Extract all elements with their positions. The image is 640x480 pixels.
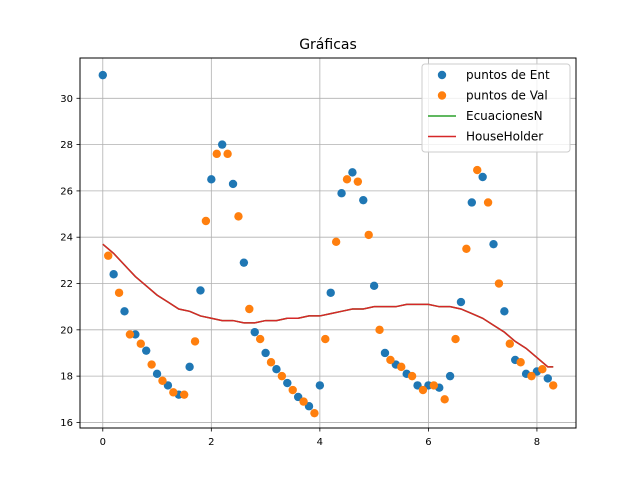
point-puntos-de-ent <box>109 270 118 279</box>
point-puntos-de-ent <box>456 297 466 307</box>
point-puntos-de-ent <box>467 198 477 207</box>
y-tick-label: 28 <box>60 140 73 151</box>
point-puntos-de-val <box>299 397 308 406</box>
point-puntos-de-ent <box>445 371 455 381</box>
chart-title: Gráficas <box>299 37 357 53</box>
point-puntos-de-val <box>310 408 319 418</box>
point-puntos-de-val <box>462 244 471 253</box>
point-puntos-de-val <box>245 304 254 314</box>
legend-marker <box>437 70 447 80</box>
plot-series <box>98 70 558 418</box>
point-puntos-de-ent <box>239 258 249 267</box>
point-puntos-de-val <box>234 212 243 221</box>
point-puntos-de-ent <box>359 195 368 205</box>
point-puntos-de-ent <box>489 239 498 249</box>
point-puntos-de-ent <box>207 175 216 184</box>
point-puntos-de-ent <box>500 307 509 316</box>
point-puntos-de-val <box>331 237 341 247</box>
point-puntos-de-ent <box>217 140 227 149</box>
point-puntos-de-ent <box>543 374 552 383</box>
point-puntos-de-ent <box>369 281 379 291</box>
point-puntos-de-ent <box>142 346 151 355</box>
point-puntos-de-ent <box>120 307 129 316</box>
point-puntos-de-val <box>147 360 156 369</box>
point-puntos-de-val <box>353 177 363 186</box>
point-puntos-de-ent <box>348 168 357 177</box>
x-tick-label: 6 <box>425 437 431 448</box>
point-puntos-de-val <box>516 358 525 367</box>
point-puntos-de-ent <box>228 179 238 189</box>
point-puntos-de-val <box>397 362 406 372</box>
point-puntos-de-ent <box>478 172 487 182</box>
y-tick-label: 20 <box>60 325 73 336</box>
point-puntos-de-val <box>136 339 145 348</box>
point-puntos-de-ent <box>250 327 259 337</box>
y-tick-label: 18 <box>60 372 73 383</box>
point-puntos-de-val <box>473 165 482 175</box>
grid <box>80 58 576 428</box>
x-tick-label: 8 <box>534 437 540 448</box>
point-puntos-de-ent <box>196 286 205 295</box>
point-puntos-de-val <box>158 376 167 385</box>
point-puntos-de-val <box>321 334 330 344</box>
y-tick-label: 26 <box>60 186 73 197</box>
point-puntos-de-val <box>255 334 265 344</box>
point-puntos-de-val <box>494 279 504 288</box>
point-puntos-de-val <box>429 381 439 390</box>
x-tick-label: 4 <box>317 437 323 448</box>
point-puntos-de-val <box>179 390 189 399</box>
point-puntos-de-val <box>483 198 493 207</box>
legend-label: puntos de Val <box>466 89 548 103</box>
point-puntos-de-val <box>288 385 297 395</box>
point-puntos-de-ent <box>283 378 292 388</box>
legend-label: puntos de Ent <box>466 68 550 82</box>
legend-label: HouseHolder <box>466 130 543 144</box>
y-tick-label: 30 <box>60 94 73 105</box>
point-puntos-de-val <box>364 230 373 240</box>
y-tick-label: 16 <box>60 418 73 429</box>
point-puntos-de-ent <box>261 348 270 358</box>
y-tick-label: 24 <box>60 233 73 244</box>
legend: puntos de Ent puntos de Val EcuacionesN Hou… <box>421 63 571 153</box>
point-puntos-de-ent <box>326 288 335 297</box>
point-puntos-de-ent <box>337 189 346 198</box>
legend-label: EcuacionesN <box>466 109 543 123</box>
point-puntos-de-ent <box>380 348 390 358</box>
point-puntos-de-ent <box>315 381 325 390</box>
legend-box <box>421 63 571 153</box>
point-puntos-de-val <box>212 149 221 159</box>
point-puntos-de-val <box>104 251 113 260</box>
legend-marker <box>437 91 447 100</box>
series-line-householder <box>102 243 554 368</box>
point-puntos-de-val <box>190 337 200 346</box>
plot-frame <box>79 57 577 429</box>
point-puntos-de-val <box>549 381 558 390</box>
point-puntos-de-val <box>538 364 547 374</box>
point-puntos-de-val <box>386 355 395 365</box>
point-puntos-de-val <box>451 334 460 344</box>
point-puntos-de-val <box>505 339 514 348</box>
point-puntos-de-val <box>407 371 417 381</box>
point-puntos-de-val <box>223 149 232 159</box>
point-puntos-de-val <box>375 325 384 335</box>
x-tick-label: 2 <box>208 437 214 448</box>
point-puntos-de-ent <box>98 70 107 80</box>
point-puntos-de-val <box>169 388 178 397</box>
point-puntos-de-val <box>201 216 211 226</box>
point-puntos-de-val <box>342 175 352 184</box>
x-tick-label: 0 <box>100 437 106 448</box>
point-puntos-de-val <box>527 371 536 381</box>
point-puntos-de-val <box>114 288 124 297</box>
y-tick-label: 22 <box>60 279 73 290</box>
point-puntos-de-val <box>440 395 449 404</box>
point-puntos-de-ent <box>152 369 162 379</box>
point-puntos-de-ent <box>272 364 281 374</box>
point-puntos-de-val <box>125 330 135 339</box>
point-puntos-de-val <box>418 385 428 395</box>
point-puntos-de-val <box>277 371 287 381</box>
point-puntos-de-val <box>266 358 276 367</box>
point-puntos-de-ent <box>185 362 194 372</box>
